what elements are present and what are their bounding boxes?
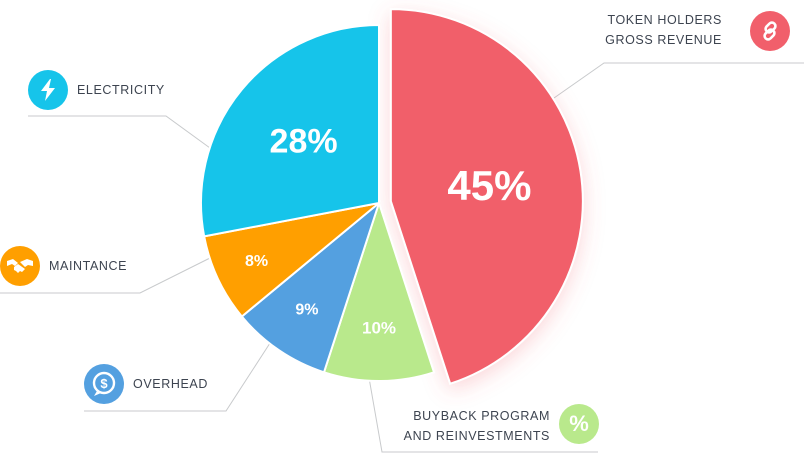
label-overhead: OVERHEAD — [133, 377, 208, 391]
slice-value-28: 28% — [270, 122, 338, 160]
slice-maintance — [202, 202, 380, 318]
pie-slices — [200, 8, 584, 385]
slice-value-45: 45% — [447, 162, 531, 209]
leader-maintance — [0, 257, 211, 294]
slice-overhead — [240, 200, 382, 374]
slice-value-9: 9% — [295, 302, 318, 319]
label-buyback: BUYBACK PROGRAM AND REINVESTMENTS — [403, 409, 550, 443]
label-token-holders: TOKEN HOLDERS GROSS REVENUE — [605, 13, 722, 47]
dollar-icon: $ — [84, 364, 124, 404]
slice-electricity — [200, 23, 380, 238]
slice-value-10: 10% — [362, 319, 396, 338]
link-icon — [750, 11, 790, 51]
percent-icon: % — [559, 404, 599, 444]
leader-token-holders — [553, 62, 804, 99]
dollar-glyph: $ — [100, 376, 108, 391]
leader-overhead — [84, 339, 273, 412]
handshake-icon — [0, 246, 40, 286]
slice-value-8: 8% — [245, 253, 268, 270]
label-electricity: ELECTRICITY — [77, 83, 165, 97]
leader-lines — [0, 62, 804, 453]
leader-buyback — [367, 371, 598, 453]
slice-value-labels: 45% 10% 9% 8% 28% — [245, 122, 531, 337]
slice-token-holders — [389, 8, 584, 385]
percent-glyph: % — [569, 411, 589, 436]
slice-buyback-program — [322, 199, 436, 382]
leader-electricity — [28, 115, 211, 149]
label-maintance: MAINTANCE — [49, 259, 128, 273]
lightning-icon — [28, 70, 68, 110]
